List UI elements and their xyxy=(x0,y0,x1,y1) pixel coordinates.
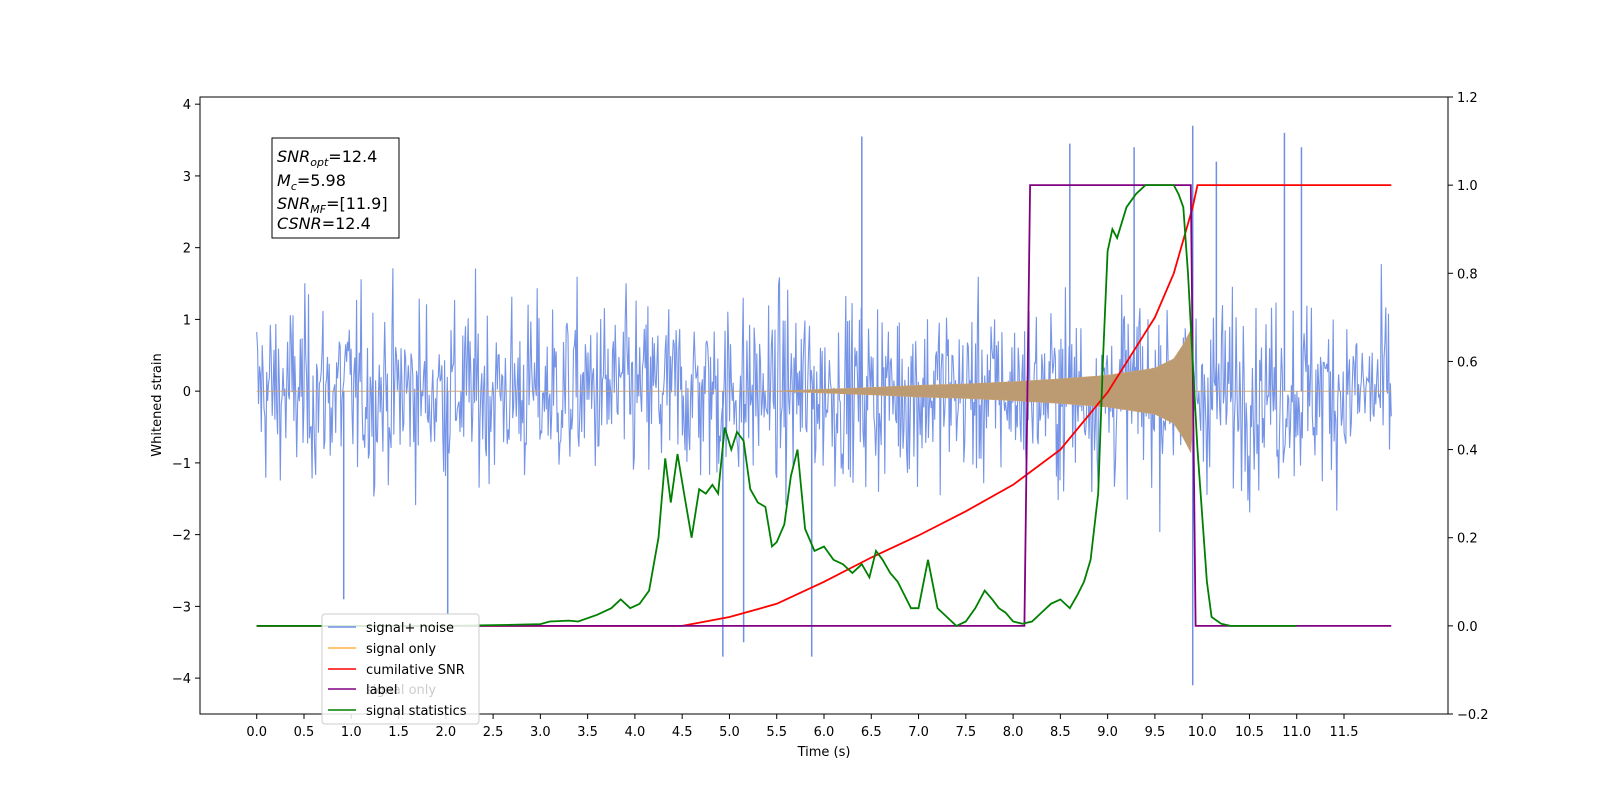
x-tick-label: 1.0 xyxy=(341,725,362,740)
x-tick-label: 7.5 xyxy=(955,725,976,740)
annotation-line-csnr: CSNR=12.4 xyxy=(277,214,371,233)
x-tick-label: 6.0 xyxy=(814,725,835,740)
x-tick-label: 3.5 xyxy=(577,725,598,740)
series-signal-only xyxy=(256,328,1392,454)
x-axis: 0.0 0.5 1.0 1.5 2.0 2.5 3.0 3.5 4.0 4.5 5.0 5.5 6.0 6… xyxy=(246,714,1358,740)
x-tick-label: 9.5 xyxy=(1145,725,1166,740)
y-tick-label: −4 xyxy=(172,672,191,687)
annotation-line-snr-mf: SNRMF=[11.9] xyxy=(277,194,388,216)
x-tick-label: 11.5 xyxy=(1330,725,1359,740)
x-tick-label: 10.5 xyxy=(1235,725,1264,740)
x-tick-label: 5.5 xyxy=(766,725,787,740)
y-tick-label: −2 xyxy=(172,529,191,544)
x-tick-label: 11.0 xyxy=(1282,725,1311,740)
y2-tick-label: 0.0 xyxy=(1457,620,1478,635)
x-tick-label: 0.5 xyxy=(294,725,315,740)
x-tick-label: 4.0 xyxy=(625,725,646,740)
y-axis-label: Whitened strain xyxy=(150,353,165,456)
legend-label-cumilative-snr: cumilative SNR xyxy=(366,663,465,678)
y-tick-label: 1 xyxy=(183,313,191,328)
legend-label-signal-only: signal only xyxy=(366,642,436,657)
y-tick-label: 0 xyxy=(183,385,191,400)
y-axis-left: 4 3 2 1 0 −1 −2 −3 −4 xyxy=(172,98,200,687)
x-tick-label: 0.0 xyxy=(246,725,267,740)
x-axis-label: Time (s) xyxy=(797,745,851,760)
x-tick-label: 2.5 xyxy=(483,725,504,740)
plot-area xyxy=(256,125,1392,686)
annotation-line-mc: Mc=5.98 xyxy=(277,171,346,193)
y-tick-label: −3 xyxy=(172,600,191,615)
legend: signal only signal+ noise signal only cu… xyxy=(321,613,480,725)
y-tick-label: 2 xyxy=(183,242,191,257)
y2-tick-label: 0.4 xyxy=(1457,444,1478,459)
series-signal-statistics xyxy=(256,184,1297,627)
legend-label-signal-statistics: signal statistics xyxy=(366,704,467,719)
y2-tick-label: 0.8 xyxy=(1457,267,1478,282)
x-tick-label: 4.5 xyxy=(672,725,693,740)
y-axis-right: 1.2 1.0 0.8 0.6 0.4 0.2 0.0 −0.2 xyxy=(1448,91,1489,723)
y2-tick-label: −0.2 xyxy=(1457,708,1489,723)
y2-tick-label: 0.2 xyxy=(1457,532,1478,547)
legend-label-label: label xyxy=(366,683,397,698)
series-signal-noise xyxy=(256,263,1392,533)
legend-ghost-text: signal only xyxy=(366,683,436,698)
series-cumilative-snr xyxy=(256,184,1392,627)
y2-tick-label: 0.6 xyxy=(1457,355,1478,370)
y2-tick-label: 1.0 xyxy=(1457,179,1478,194)
y-tick-label: 3 xyxy=(183,170,191,185)
y-tick-label: −1 xyxy=(172,457,191,472)
x-tick-label: 10.0 xyxy=(1188,725,1217,740)
x-tick-label: 3.0 xyxy=(530,725,551,740)
x-tick-label: 8.0 xyxy=(1003,725,1024,740)
x-tick-label: 1.5 xyxy=(388,725,409,740)
x-tick-label: 7.0 xyxy=(908,725,929,740)
legend-label-signal-noise: signal+ noise xyxy=(366,621,454,636)
x-tick-label: 9.0 xyxy=(1097,725,1118,740)
y-tick-label: 4 xyxy=(183,98,191,113)
x-tick-label: 5.0 xyxy=(719,725,740,740)
x-tick-label: 6.5 xyxy=(861,725,882,740)
y2-tick-label: 1.2 xyxy=(1457,91,1478,106)
annotation-box: SNRopt=12.4 Mc=5.98 SNRMF=[11.9] CSNR=12… xyxy=(271,137,400,239)
x-tick-label: 2.0 xyxy=(435,725,456,740)
annotation-line-snr-opt: SNRopt=12.4 xyxy=(277,147,377,169)
x-tick-label: 8.5 xyxy=(1050,725,1071,740)
